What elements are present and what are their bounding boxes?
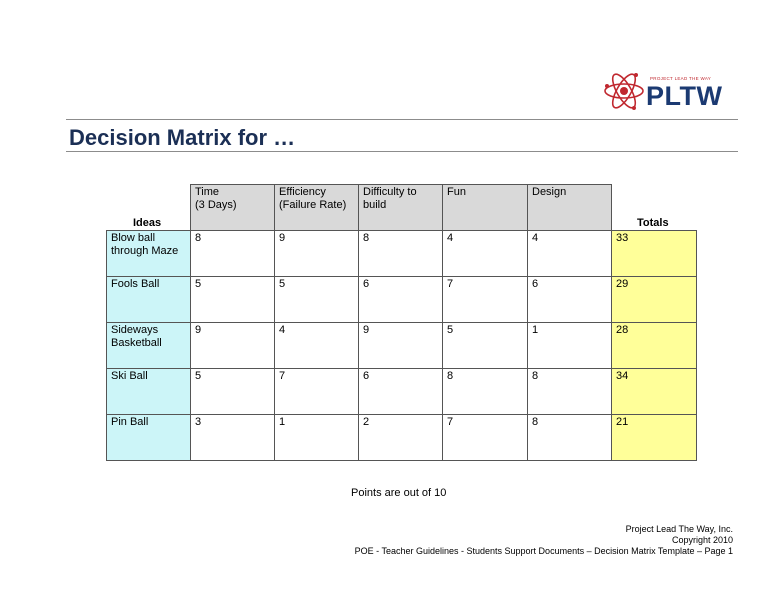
- score-cell: 6: [358, 276, 443, 323]
- score-cell: 4: [527, 230, 612, 277]
- score-cell: 5: [190, 276, 275, 323]
- total-cell: 21: [611, 414, 697, 461]
- score-cell: 8: [190, 230, 275, 277]
- criterion-header: Design: [527, 184, 612, 231]
- footer-org: Project Lead The Way, Inc.: [625, 524, 733, 534]
- score-cell: 3: [190, 414, 275, 461]
- total-cell: 33: [611, 230, 697, 277]
- points-note: Points are out of 10: [351, 487, 447, 499]
- ideas-label: Ideas: [133, 217, 162, 229]
- total-cell: 29: [611, 276, 697, 323]
- score-cell: 5: [190, 368, 275, 415]
- score-cell: 8: [527, 414, 612, 461]
- criterion-header: Fun: [442, 184, 528, 231]
- score-cell: 9: [274, 230, 359, 277]
- idea-cell: Pin Ball: [106, 414, 191, 461]
- score-cell: 5: [274, 276, 359, 323]
- score-cell: 8: [527, 368, 612, 415]
- top-divider: [66, 119, 738, 120]
- score-cell: 8: [358, 230, 443, 277]
- score-cell: 9: [190, 322, 275, 369]
- score-cell: 2: [358, 414, 443, 461]
- score-cell: 4: [442, 230, 528, 277]
- score-cell: 9: [358, 322, 443, 369]
- total-cell: 28: [611, 322, 697, 369]
- score-cell: 1: [527, 322, 612, 369]
- score-cell: 1: [274, 414, 359, 461]
- idea-cell: Sideways Basketball: [106, 322, 191, 369]
- score-cell: 6: [358, 368, 443, 415]
- score-cell: 7: [442, 414, 528, 461]
- logo-wordmark: PLTW: [646, 81, 723, 111]
- score-cell: 4: [274, 322, 359, 369]
- footer-document: POE - Teacher Guidelines - Students Supp…: [354, 546, 733, 556]
- score-cell: 6: [527, 276, 612, 323]
- atom-icon: [604, 73, 644, 110]
- pltw-logo: PROJECT LEAD THE WAY PLTW: [602, 66, 737, 116]
- logo-tagline: PROJECT LEAD THE WAY: [650, 76, 712, 81]
- idea-cell: Ski Ball: [106, 368, 191, 415]
- criterion-header: Efficiency (Failure Rate): [274, 184, 359, 231]
- page-footer: Project Lead The Way, Inc. Copyright 201…: [355, 524, 733, 557]
- title-divider: [66, 151, 738, 152]
- idea-cell: Fools Ball: [106, 276, 191, 323]
- idea-cell: Blow ball through Maze: [106, 230, 191, 277]
- footer-copyright: Copyright 2010: [671, 535, 733, 545]
- score-cell: 7: [442, 276, 528, 323]
- score-cell: 8: [442, 368, 528, 415]
- totals-label: Totals: [637, 217, 669, 229]
- criterion-header: Difficulty to build: [358, 184, 443, 231]
- decision-matrix-table: Time (3 Days) Efficiency (Failure Rate) Di…: [106, 184, 697, 461]
- total-cell: 34: [611, 368, 697, 415]
- score-cell: 5: [442, 322, 528, 369]
- criterion-header: Time (3 Days): [190, 184, 275, 231]
- page-title: Decision Matrix for …: [69, 125, 296, 150]
- score-cell: 7: [274, 368, 359, 415]
